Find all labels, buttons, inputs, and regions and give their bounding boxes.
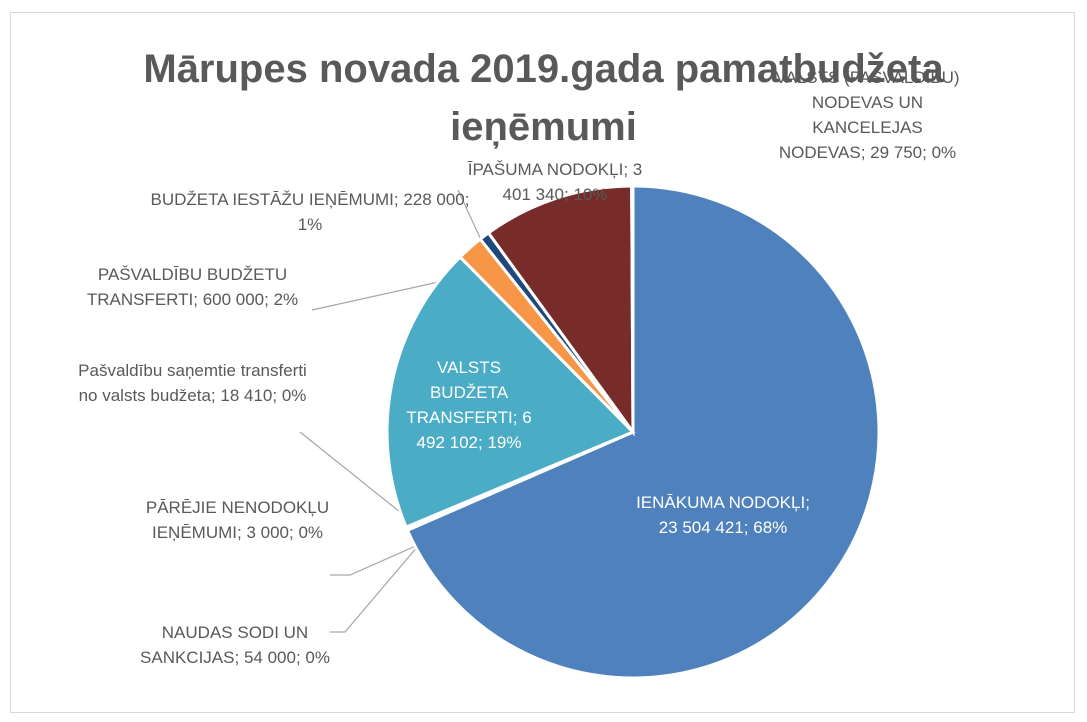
separator: ;	[272, 386, 282, 405]
data-label: IENĀKUMA NODOKĻI; 23 504 421; 68%	[628, 490, 818, 540]
data-label: NAUDAS SODI UN SANKCIJAS; 54 000; 0%	[130, 620, 340, 670]
pie-slice	[385, 254, 636, 530]
category-name: VALSTS (PAŠVALDĪBU) NODEVAS UN KANCELEJA…	[775, 68, 960, 162]
data-label: VALSTS BUDŽETA TRANSFERTI; 6 492 102; 19…	[405, 355, 533, 455]
separator: ;	[477, 433, 488, 452]
separator: ;	[743, 518, 754, 537]
category-name: BUDŽETA IESTĀŽU IEŅĒMUMI	[150, 190, 394, 209]
separator: ;	[264, 290, 274, 309]
category-name: PĀRĒJIE NENODOKĻU IEŅĒMUMI	[145, 498, 330, 542]
category-name: ĪPAŠUMA NODOKĻI	[467, 160, 624, 179]
value-label: 3 401 340	[502, 160, 643, 204]
leader-line	[330, 545, 419, 633]
separator: ;	[295, 648, 306, 667]
pie-slice	[486, 184, 635, 437]
separator: ;	[512, 408, 523, 427]
percent-label: 0%	[298, 523, 324, 542]
data-label: PAŠVALDĪBU BUDŽETU TRANSFERTI; 600 000; …	[60, 262, 325, 312]
percent-label: 68%	[753, 518, 788, 537]
separator: ;	[234, 648, 244, 667]
data-label: BUDŽETA IESTĀŽU IEŅĒMUMI; 228 000; 1%	[150, 187, 470, 237]
category-name: Pašvaldību saņemtie transferti no valsts…	[78, 361, 307, 405]
percent-label: 1%	[297, 215, 323, 234]
value-label: 54 000	[243, 648, 296, 667]
leader-line	[330, 544, 419, 576]
separator: ;	[288, 523, 299, 542]
value-label: 18 410	[220, 386, 273, 405]
value-label: 6 492 102	[416, 408, 532, 452]
percent-label: 0%	[931, 143, 957, 162]
category-name: NAUDAS SODI UN SANKCIJAS	[140, 623, 309, 667]
separator: ;	[393, 190, 404, 209]
category-name: VALSTS BUDŽETA TRANSFERTI	[406, 358, 513, 427]
separator: ;	[563, 185, 574, 204]
pie-slice	[405, 184, 881, 680]
percent-label: 0%	[281, 386, 307, 405]
chart-title: Mārupes novada 2019.gada pamatbudžeta ie…	[143, 47, 944, 149]
percent-label: 10%	[573, 185, 608, 204]
percent-label: 19%	[487, 433, 522, 452]
data-label: PĀRĒJIE NENODOKĻU IEŅĒMUMI; 3 000; 0%	[140, 495, 335, 545]
data-label: VALSTS (PAŠVALDĪBU) NODEVAS UN KANCELEJA…	[770, 65, 965, 165]
category-name: IENĀKUMA NODOKĻI	[636, 493, 806, 512]
pie-slice	[630, 184, 635, 433]
data-label: ĪPAŠUMA NODOKĻI; 3 401 340; 10%	[455, 157, 655, 207]
separator: ;	[922, 143, 932, 162]
value-label: 29 750	[870, 143, 923, 162]
separator: ;	[623, 160, 633, 179]
percent-label: 2%	[273, 290, 299, 309]
separator: ;	[805, 493, 810, 512]
separator: ;	[210, 386, 221, 405]
value-label: 3 000	[246, 523, 289, 542]
value-label: 600 000	[202, 290, 265, 309]
value-label: 23 504 421	[658, 518, 744, 537]
percent-label: 0%	[305, 648, 330, 667]
data-label: Pašvaldību saņemtie transferti no valsts…	[70, 358, 315, 408]
separator: ;	[860, 143, 871, 162]
value-label: 228 000	[403, 190, 465, 209]
separator: ;	[236, 523, 247, 542]
separator: ;	[193, 290, 203, 309]
separator: ;	[464, 190, 470, 209]
category-name: PAŠVALDĪBU BUDŽETU TRANSFERTI	[86, 265, 288, 309]
